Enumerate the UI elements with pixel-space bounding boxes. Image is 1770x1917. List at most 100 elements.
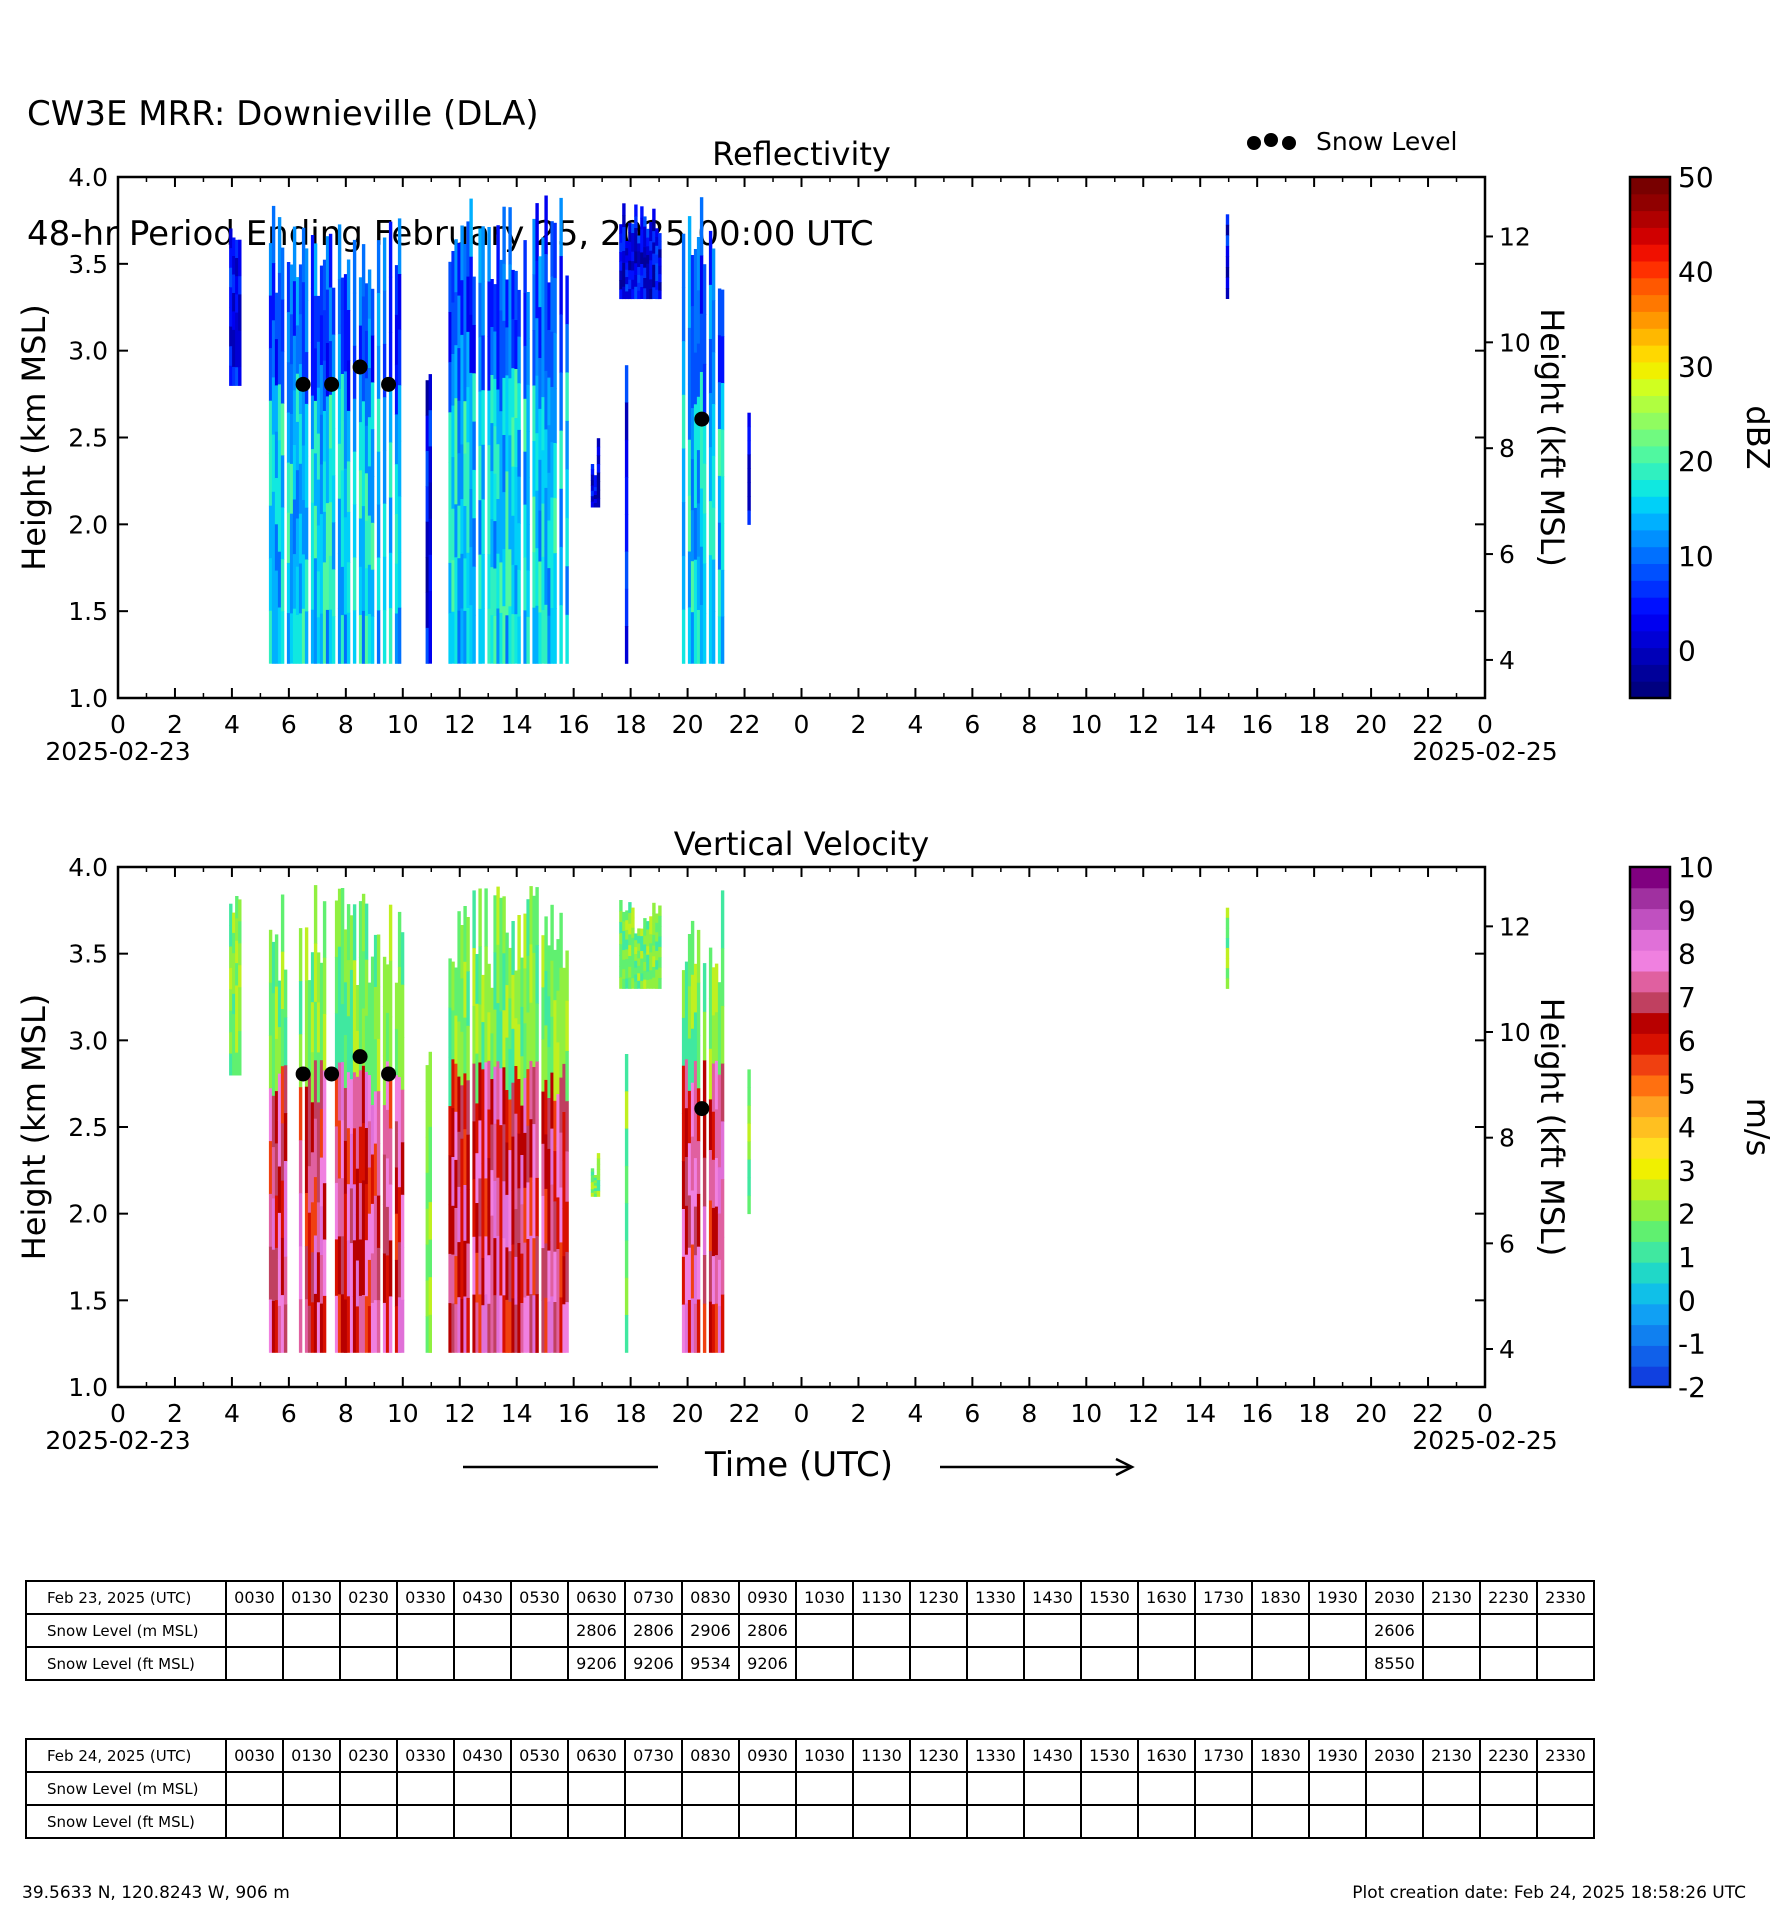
colorbar-segment (1630, 1303, 1670, 1326)
time-label-text: Time (UTC) (704, 1445, 893, 1485)
colorbar-segment (1630, 261, 1670, 279)
table-value-cell (339, 1613, 398, 1648)
colorbar-segment (1630, 311, 1670, 329)
table-value-cell: 9206 (624, 1646, 683, 1681)
table-value-cell (1536, 1771, 1595, 1806)
colorbar-tick-label: 9 (1678, 894, 1696, 927)
table-value-cell (966, 1771, 1025, 1806)
table-value-cell (1194, 1646, 1253, 1681)
x-tick-label: 12 (1127, 710, 1159, 739)
snow-level-table-feb24: Feb 24, 2025 (UTC) 0030 0130 0230 0330 0430 05… (25, 1738, 1595, 1839)
table-time-cell: 1330 (966, 1738, 1025, 1773)
x-tick-label: 16 (1241, 1399, 1273, 1428)
x-tick-label: 6 (964, 710, 980, 739)
table-row: Snow Level (ft MSL) 9206 9206 9534 9206 8550 (25, 1646, 1595, 1681)
x-tick-label: 8 (1021, 1399, 1037, 1428)
y-tick-label: 2.0 (68, 510, 108, 539)
colorbar-segment (1630, 950, 1670, 972)
table-value-cell (909, 1804, 968, 1839)
footer-created: Plot creation date: Feb 24, 2025 18:58:2… (1352, 1883, 1746, 1903)
colorbar-frame (1628, 865, 1672, 1389)
colorbar-segment (1630, 681, 1670, 699)
y-right-tick-label: 6 (1499, 1229, 1515, 1258)
colorbar-segment (1630, 496, 1670, 514)
table-time-cell: 0430 (453, 1580, 512, 1615)
table-time-cell: 1730 (1194, 1738, 1253, 1773)
x-tick-label: 10 (387, 1399, 419, 1428)
table-value-cell (1536, 1613, 1595, 1648)
x-tick-label: 22 (729, 710, 761, 739)
y-tick-label: 3.0 (68, 1026, 108, 1055)
x-tick-label: 14 (501, 710, 533, 739)
colorbar-segment (1630, 929, 1670, 951)
table-time-cell: 1930 (1308, 1580, 1367, 1615)
table-value-cell (1137, 1613, 1196, 1648)
colorbar-segment (1630, 664, 1670, 682)
colorbar-segment (1630, 1054, 1670, 1076)
snow-level-point (295, 376, 311, 392)
mrr-chart: Reflectivity1.01.52.02.53.03.54.04681012… (15, 127, 1770, 1485)
table-value-cell (1479, 1613, 1538, 1648)
y-tick-label: 1.5 (68, 1286, 108, 1315)
table-value-cell (795, 1804, 854, 1839)
table-value-cell (225, 1613, 284, 1648)
colorbar-segment (1630, 908, 1670, 930)
x-end-date: 2025-02-25 (1412, 737, 1557, 766)
legend: Snow Level (1247, 127, 1457, 156)
colorbar-tick-label: 50 (1678, 161, 1714, 194)
colorbar-segment (1630, 971, 1670, 993)
x-tick-label: 16 (558, 710, 590, 739)
table-time-cell: 0830 (681, 1738, 740, 1773)
x-tick-label: 0 (1477, 710, 1493, 739)
x-tick-label: 14 (1184, 710, 1216, 739)
arrow-head (1115, 1457, 1135, 1477)
x-tick-label: 12 (444, 710, 476, 739)
x-tick-label: 22 (1412, 1399, 1444, 1428)
table-time-cell: 2130 (1422, 1580, 1481, 1615)
table-row: Snow Level (m MSL) 2806 2806 2906 2806 2606 (25, 1613, 1595, 1648)
colorbar-segment (1630, 597, 1670, 615)
table-time-cell: 0630 (567, 1580, 626, 1615)
title-line-1: CW3E MRR: Downieville (DLA) (27, 94, 539, 134)
colorbar-segment (1630, 546, 1670, 564)
table-value-cell: 9534 (681, 1646, 740, 1681)
table-value-cell (1023, 1613, 1082, 1648)
table-value-cell (339, 1771, 398, 1806)
table-value-cell (1422, 1613, 1481, 1648)
colorbar-frame (1628, 175, 1672, 700)
y-right-axis-label: Height (kft MSL) (1533, 308, 1571, 567)
colorbar-segment (1630, 177, 1670, 195)
colorbar-segment (1630, 1075, 1670, 1097)
table-value-cell (1308, 1771, 1367, 1806)
colorbar-tick-label: -1 (1678, 1328, 1706, 1361)
table-value-cell (339, 1804, 398, 1839)
table-value-cell (567, 1804, 626, 1839)
table-time-cell: 0930 (738, 1738, 797, 1773)
colorbar-tick-label: 10 (1678, 540, 1714, 573)
colorbar-segment (1630, 244, 1670, 262)
table-header-row: Feb 23, 2025 (UTC) 0030 0130 0230 0330 0430 05… (25, 1580, 1595, 1615)
colorbar-tick-label: -2 (1678, 1371, 1706, 1404)
table-time-cell: 1030 (795, 1580, 854, 1615)
x-tick-label: 20 (1355, 1399, 1387, 1428)
table-time-cell: 1130 (852, 1738, 911, 1773)
table-value-cell (282, 1804, 341, 1839)
table-value-cell (282, 1771, 341, 1806)
table-value-cell (738, 1771, 797, 1806)
data-field (229, 885, 1230, 1353)
table-value-cell (453, 1804, 512, 1839)
table-value-cell (396, 1804, 455, 1839)
colorbar-tick-label: 4 (1678, 1111, 1696, 1144)
table-time-cell: 0130 (282, 1580, 341, 1615)
y-axis-label: Height (km MSL) (15, 994, 53, 1261)
x-tick-label: 20 (1355, 710, 1387, 739)
table-value-cell (1536, 1646, 1595, 1681)
table-value-cell (852, 1804, 911, 1839)
data-field (229, 195, 1230, 664)
table-value-cell (681, 1804, 740, 1839)
table-time-cell: 1230 (909, 1580, 968, 1615)
y-right-tick-label: 4 (1499, 1335, 1515, 1364)
table-time-cell: 2230 (1479, 1580, 1538, 1615)
table-header-row: Feb 24, 2025 (UTC) 0030 0130 0230 0330 0430 05… (25, 1738, 1595, 1773)
colorbar-segment (1630, 412, 1670, 430)
